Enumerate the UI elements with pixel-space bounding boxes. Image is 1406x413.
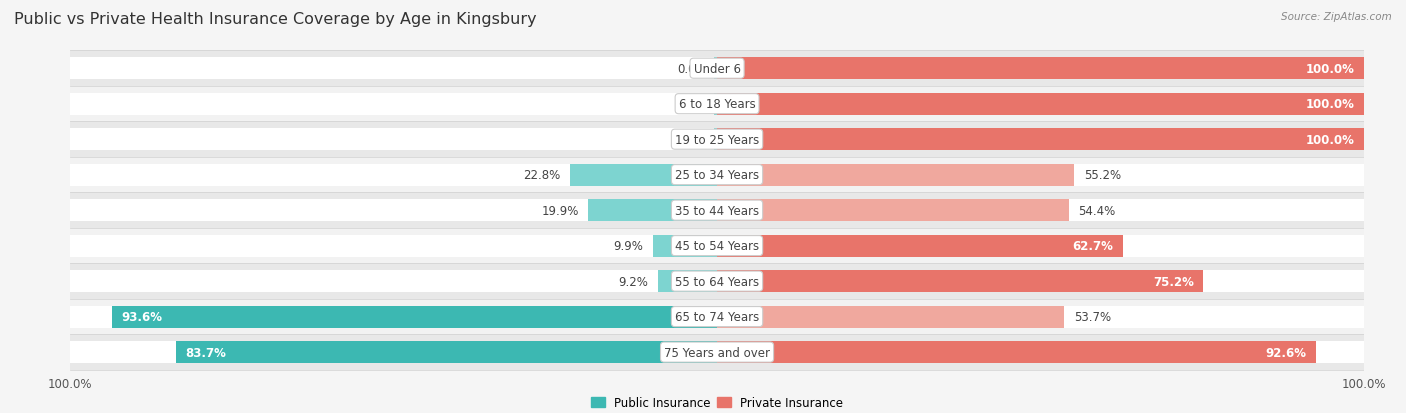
Text: 35 to 44 Years: 35 to 44 Years bbox=[675, 204, 759, 217]
Bar bbox=[717, 58, 1364, 80]
Bar bbox=[70, 271, 1364, 292]
Text: Public vs Private Health Insurance Coverage by Age in Kingsbury: Public vs Private Health Insurance Cover… bbox=[14, 12, 537, 27]
Legend: Public Insurance, Private Insurance: Public Insurance, Private Insurance bbox=[586, 392, 848, 413]
Bar bbox=[70, 228, 1364, 264]
Text: 65 to 74 Years: 65 to 74 Years bbox=[675, 310, 759, 323]
Bar bbox=[717, 271, 1204, 292]
Text: 0.0%: 0.0% bbox=[678, 62, 707, 76]
Text: 53.7%: 53.7% bbox=[1074, 310, 1111, 323]
Bar bbox=[714, 129, 717, 151]
Bar bbox=[717, 341, 1316, 363]
Text: 55.2%: 55.2% bbox=[1084, 169, 1121, 182]
Bar bbox=[70, 51, 1364, 87]
Text: 0.0%: 0.0% bbox=[678, 98, 707, 111]
Text: 0.0%: 0.0% bbox=[678, 133, 707, 146]
Text: 93.6%: 93.6% bbox=[121, 310, 163, 323]
Bar bbox=[717, 164, 1074, 186]
Bar bbox=[70, 87, 1364, 122]
Bar bbox=[70, 122, 1364, 157]
Text: 100.0%: 100.0% bbox=[1305, 62, 1354, 76]
Text: 6 to 18 Years: 6 to 18 Years bbox=[679, 98, 755, 111]
Text: 25 to 34 Years: 25 to 34 Years bbox=[675, 169, 759, 182]
Bar bbox=[70, 157, 1364, 193]
Bar bbox=[70, 335, 1364, 370]
Bar bbox=[176, 341, 717, 363]
Bar bbox=[714, 93, 717, 115]
Bar bbox=[70, 264, 1364, 299]
Bar bbox=[70, 306, 1364, 328]
Bar bbox=[658, 271, 717, 292]
Bar bbox=[70, 341, 1364, 363]
Text: 9.2%: 9.2% bbox=[619, 275, 648, 288]
Text: 83.7%: 83.7% bbox=[186, 346, 226, 359]
Bar bbox=[569, 164, 717, 186]
Bar bbox=[70, 299, 1364, 335]
Bar bbox=[70, 199, 1364, 222]
Text: 75.2%: 75.2% bbox=[1153, 275, 1194, 288]
Bar bbox=[70, 93, 1364, 115]
Bar bbox=[70, 193, 1364, 228]
Text: Source: ZipAtlas.com: Source: ZipAtlas.com bbox=[1281, 12, 1392, 22]
Text: 19 to 25 Years: 19 to 25 Years bbox=[675, 133, 759, 146]
Bar bbox=[717, 129, 1364, 151]
Text: 100.0%: 100.0% bbox=[1305, 133, 1354, 146]
Text: 9.9%: 9.9% bbox=[613, 240, 644, 252]
Bar bbox=[717, 199, 1069, 222]
Text: 55 to 64 Years: 55 to 64 Years bbox=[675, 275, 759, 288]
Text: 100.0%: 100.0% bbox=[1305, 98, 1354, 111]
Bar bbox=[70, 58, 1364, 80]
Text: Under 6: Under 6 bbox=[693, 62, 741, 76]
Bar bbox=[652, 235, 717, 257]
Bar bbox=[717, 235, 1122, 257]
Bar bbox=[111, 306, 717, 328]
Bar bbox=[70, 235, 1364, 257]
Bar bbox=[588, 199, 717, 222]
Text: 22.8%: 22.8% bbox=[523, 169, 560, 182]
Bar bbox=[717, 93, 1364, 115]
Text: 19.9%: 19.9% bbox=[541, 204, 579, 217]
Text: 62.7%: 62.7% bbox=[1071, 240, 1114, 252]
Bar bbox=[717, 306, 1064, 328]
Bar bbox=[70, 129, 1364, 151]
Bar bbox=[714, 58, 717, 80]
Bar bbox=[70, 164, 1364, 186]
Text: 54.4%: 54.4% bbox=[1078, 204, 1116, 217]
Text: 92.6%: 92.6% bbox=[1265, 346, 1306, 359]
Text: 75 Years and over: 75 Years and over bbox=[664, 346, 770, 359]
Text: 45 to 54 Years: 45 to 54 Years bbox=[675, 240, 759, 252]
